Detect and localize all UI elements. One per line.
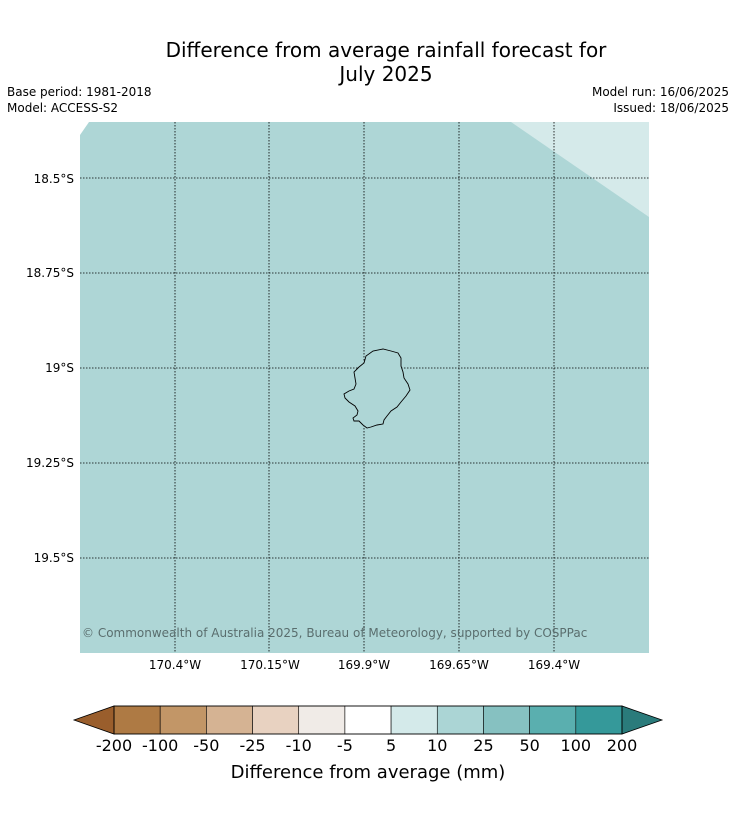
colorbar-label: Difference from average (mm) — [230, 762, 506, 783]
colorbar-tick-label: -5 — [336, 736, 353, 755]
colorbar-over-arrow — [621, 705, 664, 735]
colorbar-tick-label: 200 — [606, 736, 638, 755]
lon-label: 170.4°W — [148, 658, 202, 672]
colorbar-segment — [344, 705, 392, 735]
title-line-2: July 2025 — [339, 62, 433, 86]
colorbar-segment — [113, 705, 161, 735]
meta-right: Model run: 16/06/2025 Issued: 18/06/2025 — [592, 84, 729, 116]
graticule — [80, 122, 649, 653]
model-run: Model run: 16/06/2025 — [591, 85, 729, 99]
colorbar-outline — [113, 705, 623, 735]
colorbar-tick-label: 50 — [519, 736, 540, 755]
meta-left: Base period: 1981-2018 Model: ACCESS-S2 — [7, 84, 152, 116]
model-name: Model: ACCESS-S2 — [7, 101, 119, 115]
issued-date: Issued: 18/06/2025 — [613, 101, 729, 115]
colorbar-tick-label: 10 — [427, 736, 448, 755]
colorbar-tick-label: -25 — [239, 736, 266, 755]
title-line-1: Difference from average rainfall forecas… — [165, 38, 607, 62]
colorbar-segment — [483, 705, 530, 735]
colorbar-tick-label: -100 — [142, 736, 179, 755]
colorbar-under-arrow — [72, 705, 115, 735]
page-title: Difference from average rainfall forecas… — [60, 38, 712, 86]
colorbar-segment — [206, 705, 253, 735]
colorbar-tick-label: 5 — [385, 736, 397, 755]
map-canvas — [80, 122, 649, 653]
colorbar-segment — [436, 705, 484, 735]
copyright-notice: © Commonwealth of Australia 2025, Bureau… — [82, 626, 588, 640]
colorbar-segment — [529, 705, 577, 735]
lon-label: 170.15°W — [240, 658, 300, 672]
colorbar — [72, 705, 664, 735]
colorbar-tick-label: -10 — [285, 736, 312, 755]
lon-label: 169.9°W — [337, 658, 391, 672]
colorbar-segment — [252, 705, 300, 735]
colorbar-segment — [575, 705, 623, 735]
forecast-area-light — [511, 122, 649, 217]
colorbar-tick-label: 25 — [473, 736, 494, 755]
colorbar-tick-label: 100 — [560, 736, 592, 755]
lat-label: 18.75°S — [26, 266, 74, 280]
lon-label: 169.65°W — [429, 658, 489, 672]
base-period: Base period: 1981-2018 — [7, 85, 152, 99]
no-data-region — [80, 122, 89, 135]
lat-label: 19.5°S — [33, 551, 74, 565]
colorbar-tick-label: -50 — [193, 736, 220, 755]
lon-label: 169.4°W — [527, 658, 581, 672]
colorbar-segment — [390, 705, 438, 735]
island-outline — [343, 348, 411, 429]
colorbar-segment — [298, 705, 346, 735]
colorbar-segment — [159, 705, 207, 735]
colorbar-tick-label: -200 — [95, 736, 133, 755]
lat-label: 19°S — [45, 361, 74, 375]
map[interactable] — [80, 122, 649, 653]
lat-label: 18.5°S — [33, 172, 74, 186]
lat-label: 19.25°S — [26, 456, 74, 470]
